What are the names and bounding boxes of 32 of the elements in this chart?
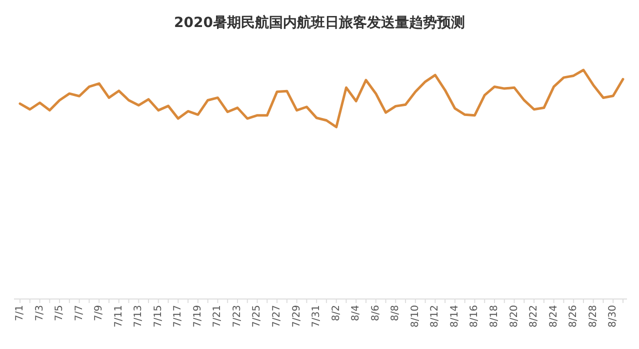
x-tick-label: 7/11 [113,305,124,328]
x-tick-label: 8/16 [469,305,480,328]
x-tick-label: 8/4 [350,305,362,322]
x-tick-label: 7/25 [252,305,263,328]
x-tick-label: 7/29 [291,305,302,328]
x-tick-label: 7/15 [152,305,164,328]
x-tick-label: 8/22 [528,305,540,328]
chart-title: 2020暑期民航国内航班日旅客发送量趋势预测 [174,14,465,31]
x-tick-label: 8/30 [608,305,619,328]
x-tick-label: 8/28 [588,305,599,328]
x-tick-label: 8/8 [390,305,402,322]
x-tick-label: 7/17 [172,305,184,328]
x-tick-label: 7/9 [94,305,105,322]
x-tick-label: 7/7 [74,305,85,322]
x-tick-label: 8/6 [370,305,382,322]
x-tick-label: 8/14 [449,305,460,328]
x-tick-label: 8/10 [410,305,421,328]
x-tick-label: 8/20 [508,305,520,328]
x-tick-label: 7/31 [311,305,322,328]
x-tick-label: 8/18 [488,305,500,328]
x-tick-label: 7/1 [14,305,26,322]
x-tick-label: 8/12 [430,305,441,328]
x-tick-label: 7/5 [54,305,66,322]
x-tick-label: 7/13 [133,305,144,328]
x-tick-label: 8/24 [548,305,560,328]
x-tick-label: 8/26 [568,305,580,328]
x-tick-label: 7/27 [272,305,283,328]
x-tick-label: 7/23 [232,305,243,328]
x-tick-label: 7/21 [212,305,224,328]
x-tick-label: 8/2 [330,305,342,322]
x-tick-label: 7/19 [192,305,204,328]
x-tick-label: 7/3 [34,305,46,322]
